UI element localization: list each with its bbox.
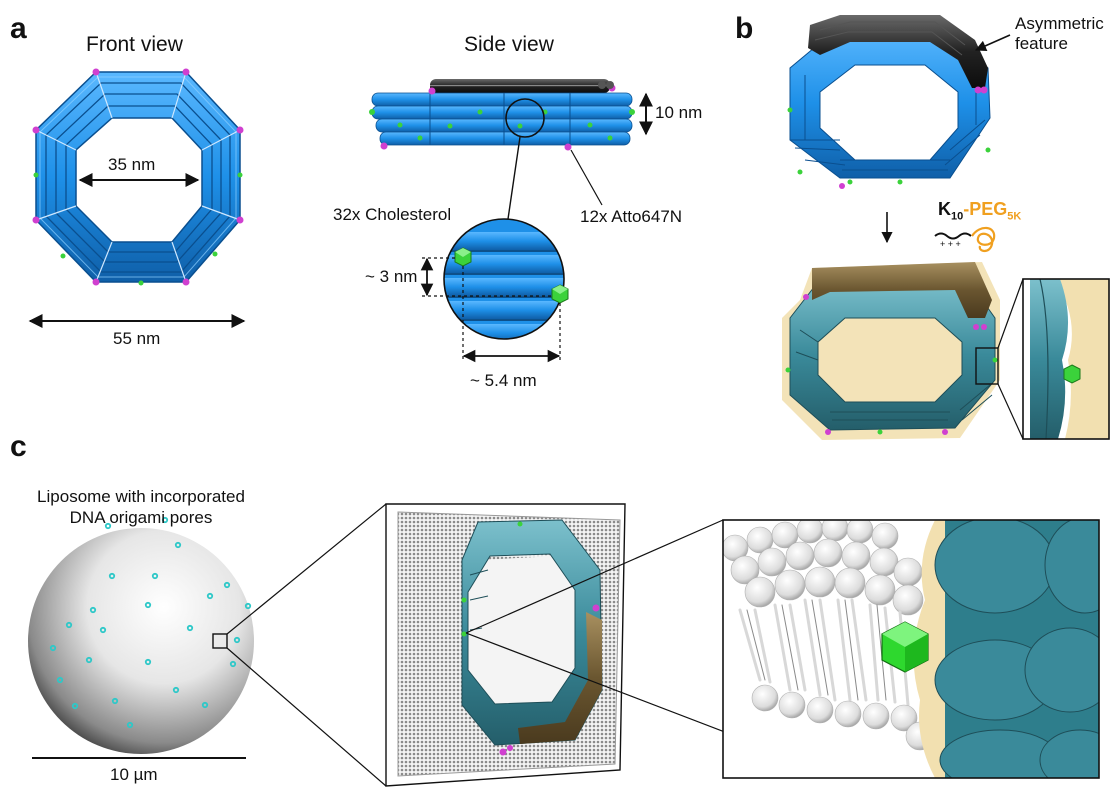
side-view-grey-caps (598, 81, 614, 89)
asymmetric-line-1: Asymmetric (1015, 14, 1104, 33)
zoom-connector (507, 136, 521, 220)
side-view-title: Side view (464, 33, 554, 56)
lipid-icon (723, 520, 924, 616)
side-view-bundle (371, 79, 633, 146)
peptide-charges: + + + (940, 239, 961, 249)
asymmetric-feature-label: Asymmetric feature (1015, 14, 1104, 54)
peptide-dash: - (963, 199, 970, 219)
peptide-k: K (938, 199, 951, 219)
peptide-k-subscript: 10 (951, 210, 964, 223)
cholesterol-icon (881, 621, 929, 673)
inner-diameter-label: 35 nm (108, 155, 156, 174)
asymmetric-pore-dye (839, 86, 988, 189)
side-inset-box (1022, 278, 1110, 440)
panel-label-c: c (10, 430, 27, 463)
height-label: 10 nm (655, 103, 703, 122)
coated-pore-dye (803, 294, 987, 435)
cholesterol-icon (454, 247, 472, 267)
outer-diameter-label: 55 nm (113, 329, 161, 348)
liposome-pores (49, 516, 252, 729)
lipid-zoom-box (722, 519, 1100, 779)
scale-bar-label: 10 µm (110, 765, 158, 784)
peptide-peg-subscript: 5K (1007, 210, 1022, 223)
zoom-circle (444, 219, 564, 339)
asymmetric-pore-3d (789, 15, 991, 179)
helix-spacing-label: ~ 3 nm (365, 267, 418, 286)
cholesterol-spacing-label: ~ 5.4 nm (470, 371, 537, 390)
asymmetric-line-2: feature (1015, 34, 1068, 53)
inset-connectors (997, 278, 1024, 440)
front-view-title: Front view (86, 33, 183, 56)
peptide-label: K10-PEG5K (938, 200, 1021, 223)
peptide-peg: PEG (969, 199, 1008, 219)
coated-pore-cholesterol (785, 357, 998, 435)
side-view-zoom-ring (505, 98, 545, 138)
front-view-cholesterol-dots (33, 172, 243, 286)
liposome-zoom-marker (212, 633, 228, 649)
panel-label-a: a (10, 12, 27, 45)
liposome-connectors (226, 503, 387, 787)
front-view-dye-dots (32, 68, 244, 286)
asymmetric-feature-arrow (974, 34, 1011, 52)
membrane-panel (385, 503, 626, 787)
cholesterol-count-label: 32x Cholesterol (333, 205, 452, 224)
liposome-sphere (28, 528, 254, 754)
dye-count-label: 12x Atto647N (580, 207, 683, 226)
liposome-caption-line-1: Liposome with incorporated (37, 487, 245, 506)
front-view-octagon (35, 71, 241, 283)
coated-pore-3d (782, 262, 1000, 440)
liposome-caption: Liposome with incorporated DNA origami p… (6, 486, 276, 528)
cholesterol-icon (551, 284, 569, 304)
peg-chain-icon (934, 226, 996, 253)
coated-pore-zoom-marker (975, 347, 999, 385)
liposome-caption-line-2: DNA origami pores (69, 508, 213, 527)
panel-label-b: b (735, 12, 754, 45)
dye-leader-line (570, 149, 603, 206)
asymmetric-pore-cholesterol (787, 107, 991, 185)
